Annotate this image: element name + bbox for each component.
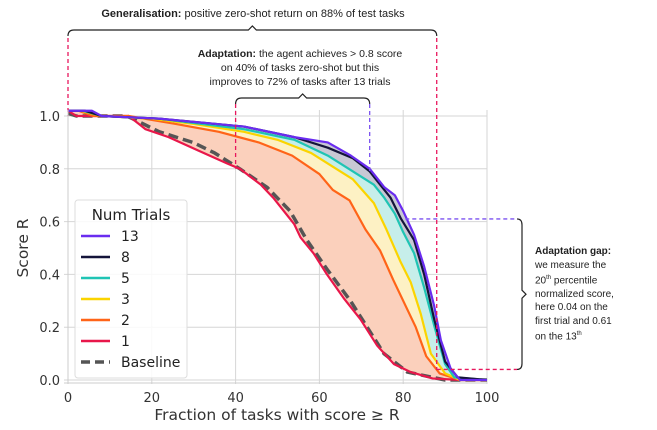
y-tick-label: 0.6 (39, 216, 60, 231)
adaptation-line2: on 40% of tasks zero-shot but this (220, 62, 380, 74)
adaptation-line3: improves to 72% of tasks after 13 trials (209, 76, 391, 88)
legend-label-5: 5 (121, 271, 130, 287)
reference-lines (67, 25, 527, 371)
x-tick-label: 60 (311, 391, 328, 406)
legend-label-13: 13 (121, 229, 139, 245)
legend-box (74, 199, 188, 379)
y-tick-label: 1.0 (39, 110, 60, 125)
series-lines (67, 109, 488, 382)
y-tick-label: 0.2 (39, 321, 60, 336)
adaptation-gap-annotation: Adaptation gap: we measure the 20th perc… (535, 245, 655, 344)
axes: 0 20 40 60 80 100 0.0 0.2 0.4 0.6 0.8 1.0 (39, 110, 499, 406)
fill-between-3-5 (68, 110, 487, 380)
legend: Num Trials 13 8 5 3 2 1 Baseline (74, 199, 188, 379)
adaptation-annotation: Adaptation: the agent achieves > 0.8 sco… (170, 47, 430, 89)
series-line-1 (67, 109, 487, 382)
generalisation-text: positive zero-shot return on 88% of test… (181, 8, 405, 20)
adaptation-line1: the agent achieves > 0.8 score (256, 48, 403, 60)
fill-between-1-2 (68, 110, 487, 380)
x-tick-label: 40 (227, 391, 244, 406)
x-tick-label: 80 (395, 391, 412, 406)
adaptation-brace (235, 93, 371, 105)
legend-label-baseline: Baseline (121, 355, 180, 371)
x-tick-label: 0 (64, 391, 72, 406)
generalisation-title: Generalisation: (101, 8, 182, 20)
x-tick-label: 100 (475, 391, 500, 406)
x-tick-label: 20 (144, 391, 161, 406)
legend-title: Num Trials (92, 206, 171, 224)
adaptation-gap-brace (516, 218, 527, 371)
y-tick-label: 0.0 (39, 374, 60, 389)
y-tick-label: 0.8 (39, 163, 60, 178)
y-tick-label: 0.4 (39, 268, 60, 283)
y-axis-label: Score R (14, 218, 32, 277)
legend-label-1: 1 (121, 334, 130, 350)
gap-line2a: 20 (535, 275, 547, 287)
gap-line6a: on the 13 (535, 331, 577, 343)
gap-line2-sup: th (546, 275, 552, 281)
generalisation-brace (67, 25, 438, 37)
generalisation-annotation: Generalisation: positive zero-shot retur… (60, 7, 446, 21)
legend-label-8: 8 (121, 250, 130, 266)
x-axis-label: Fraction of tasks with score ≥ R (154, 406, 400, 424)
legend-label-2: 2 (121, 313, 130, 329)
gap-line3: normalized score, (535, 288, 614, 300)
gap-title: Adaptation gap: (535, 246, 612, 257)
legend-label-3: 3 (121, 292, 130, 308)
gap-line5: first trial and 0.61 (535, 315, 612, 327)
gap-line1: we measure the (535, 259, 607, 271)
adaptation-title: Adaptation: (197, 48, 257, 60)
gap-line6-sup: th (576, 331, 582, 338)
gap-line4: here 0.04 on the (535, 302, 608, 314)
gap-line2b: percentile (551, 275, 598, 287)
series-line-13 (68, 109, 487, 382)
